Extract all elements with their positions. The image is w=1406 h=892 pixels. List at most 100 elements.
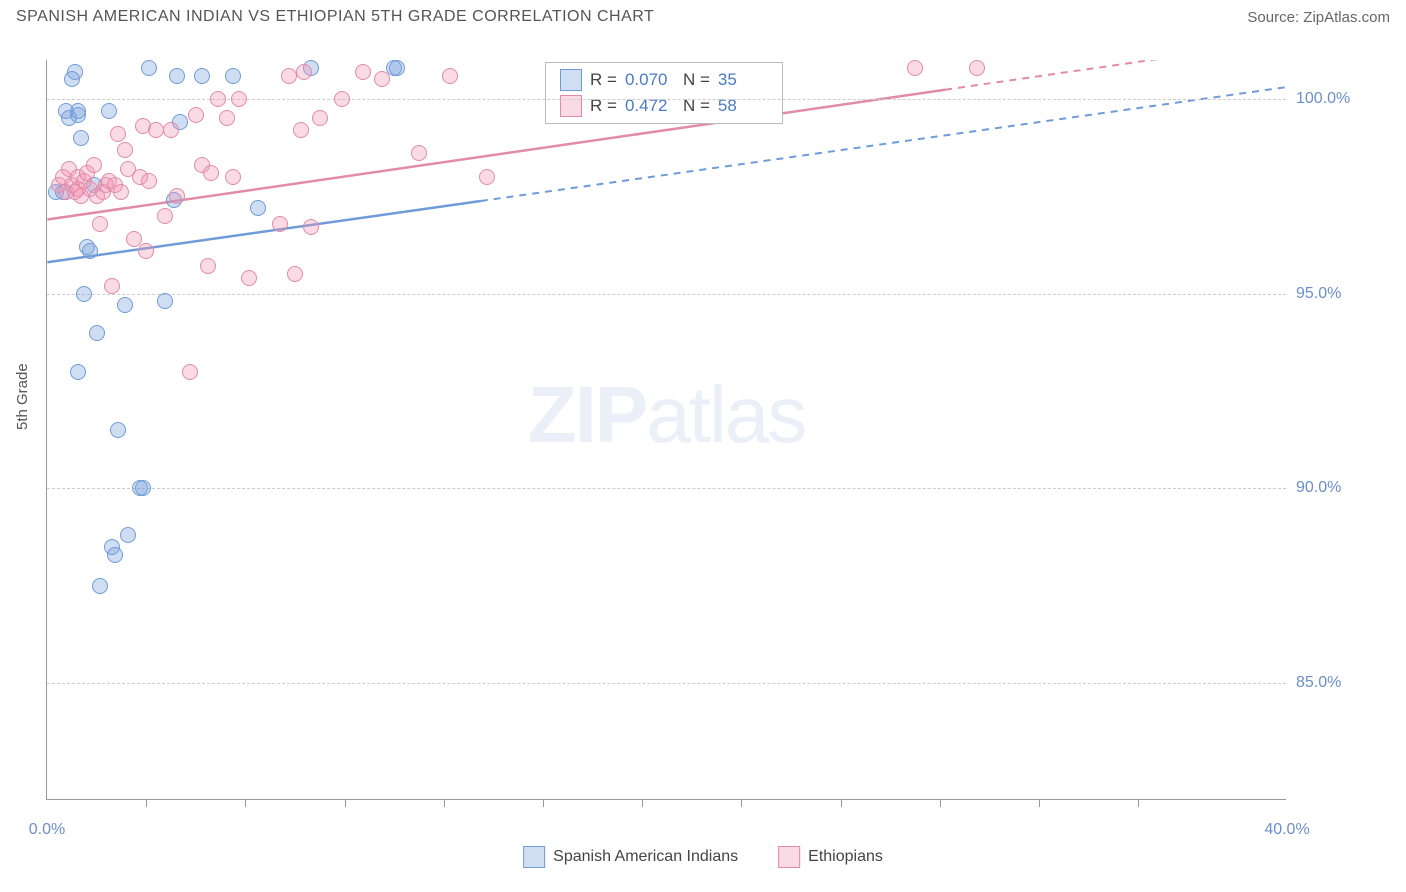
- data-point: [110, 126, 126, 142]
- x-tick: [543, 799, 544, 807]
- data-point: [182, 364, 198, 380]
- source-label: Source:: [1247, 9, 1303, 26]
- data-point: [287, 266, 303, 282]
- y-tick-label: 90.0%: [1296, 479, 1376, 497]
- stats-row: R = 0.070 N = 35: [546, 67, 782, 93]
- data-point: [76, 286, 92, 302]
- data-point: [141, 173, 157, 189]
- data-point: [210, 91, 226, 107]
- data-point: [92, 216, 108, 232]
- data-point: [86, 157, 102, 173]
- data-point: [231, 91, 247, 107]
- x-tick: [444, 799, 445, 807]
- source-attribution: Source: ZipAtlas.com: [1247, 9, 1390, 26]
- data-point: [296, 64, 312, 80]
- x-tick: [1039, 799, 1040, 807]
- legend-swatch: [778, 846, 800, 868]
- data-point: [120, 527, 136, 543]
- data-point: [374, 71, 390, 87]
- data-point: [135, 480, 151, 496]
- x-tick: [642, 799, 643, 807]
- watermark-bold: ZIP: [528, 370, 646, 459]
- data-point: [442, 68, 458, 84]
- bottom-legend: Spanish American Indians Ethiopians: [523, 846, 883, 868]
- data-point: [169, 188, 185, 204]
- x-tick: [345, 799, 346, 807]
- y-tick-label: 100.0%: [1296, 90, 1376, 108]
- data-point: [225, 68, 241, 84]
- scatter-chart: ZIPatlas R = 0.070N = 35R = 0.472N = 58 …: [46, 60, 1286, 800]
- data-point: [70, 364, 86, 380]
- x-tick-label: 0.0%: [29, 821, 65, 839]
- grid-line: [47, 488, 1286, 489]
- legend-label: Spanish American Indians: [553, 848, 738, 866]
- data-point: [104, 278, 120, 294]
- data-point: [479, 169, 495, 185]
- data-point: [293, 122, 309, 138]
- data-point: [225, 169, 241, 185]
- x-tick-label: 40.0%: [1264, 821, 1309, 839]
- data-point: [67, 64, 83, 80]
- legend-swatch: [523, 846, 545, 868]
- data-point: [117, 297, 133, 313]
- data-point: [117, 142, 133, 158]
- r-value: 0.070: [625, 70, 675, 90]
- data-point: [73, 130, 89, 146]
- x-tick: [841, 799, 842, 807]
- watermark-light: atlas: [646, 370, 805, 459]
- data-point: [250, 200, 266, 216]
- y-tick-label: 85.0%: [1296, 674, 1376, 692]
- data-point: [70, 103, 86, 119]
- data-point: [101, 103, 117, 119]
- data-point: [157, 293, 173, 309]
- data-point: [110, 422, 126, 438]
- grid-line: [47, 294, 1286, 295]
- r-label: R =: [590, 70, 617, 90]
- data-point: [89, 325, 105, 341]
- stats-row: R = 0.472N = 58: [546, 93, 782, 119]
- chart-title: SPANISH AMERICAN INDIAN VS ETHIOPIAN 5TH…: [16, 8, 654, 26]
- data-point: [82, 243, 98, 259]
- stats-legend-box: R = 0.070 N = 35 R = 0.472N = 58: [545, 62, 783, 124]
- data-point: [113, 184, 129, 200]
- data-point: [169, 68, 185, 84]
- y-axis-label: 5th Grade: [14, 363, 31, 430]
- watermark: ZIPatlas: [528, 369, 805, 461]
- x-tick: [940, 799, 941, 807]
- data-point: [281, 68, 297, 84]
- x-tick: [245, 799, 246, 807]
- data-point: [200, 258, 216, 274]
- n-label: N =: [683, 70, 710, 90]
- x-tick: [146, 799, 147, 807]
- data-point: [355, 64, 371, 80]
- data-point: [188, 107, 204, 123]
- data-point: [272, 216, 288, 232]
- y-tick-label: 95.0%: [1296, 285, 1376, 303]
- data-point: [141, 60, 157, 76]
- data-point: [312, 110, 328, 126]
- data-point: [969, 60, 985, 76]
- data-point: [92, 578, 108, 594]
- n-value: 35: [718, 70, 768, 90]
- x-tick: [741, 799, 742, 807]
- legend-item: Spanish American Indians: [523, 846, 738, 868]
- grid-line: [47, 683, 1286, 684]
- data-point: [241, 270, 257, 286]
- regression-line-dashed: [945, 60, 1286, 90]
- data-point: [163, 122, 179, 138]
- data-point: [411, 145, 427, 161]
- data-point: [389, 60, 405, 76]
- data-point: [303, 219, 319, 235]
- data-point: [334, 91, 350, 107]
- x-tick: [1138, 799, 1139, 807]
- source-link[interactable]: ZipAtlas.com: [1303, 9, 1390, 26]
- data-point: [203, 165, 219, 181]
- legend-item: Ethiopians: [778, 846, 883, 868]
- data-point: [907, 60, 923, 76]
- data-point: [194, 68, 210, 84]
- data-point: [148, 122, 164, 138]
- data-point: [107, 547, 123, 563]
- legend-label: Ethiopians: [808, 848, 883, 866]
- data-point: [138, 243, 154, 259]
- data-point: [219, 110, 235, 126]
